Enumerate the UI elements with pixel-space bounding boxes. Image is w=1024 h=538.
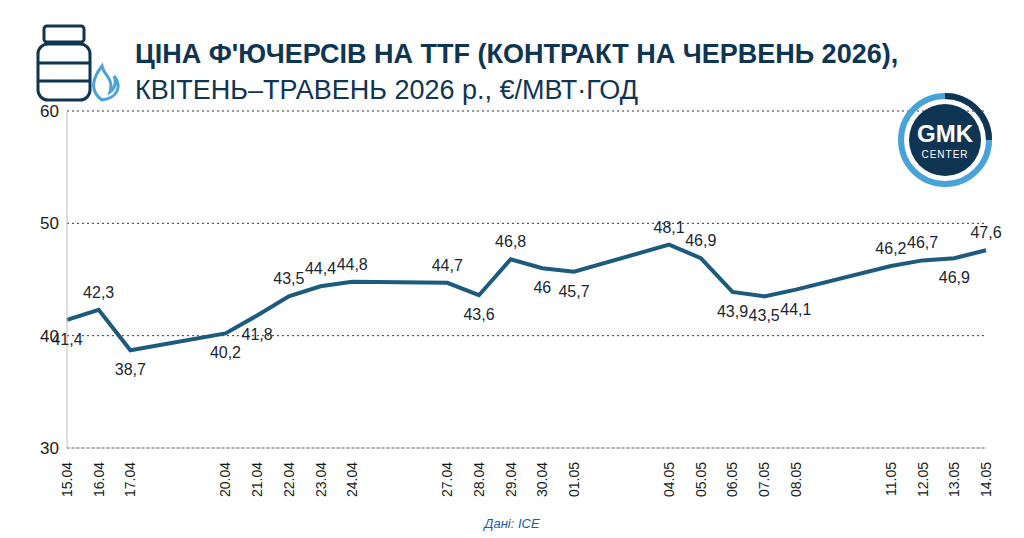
svg-text:38,7: 38,7 <box>115 361 146 378</box>
svg-text:44,1: 44,1 <box>780 301 811 318</box>
svg-text:11.05: 11.05 <box>883 462 899 496</box>
svg-text:46,9: 46,9 <box>939 269 970 286</box>
svg-text:30: 30 <box>40 439 59 458</box>
svg-text:46,7: 46,7 <box>907 234 938 251</box>
svg-text:21.04: 21.04 <box>249 462 265 497</box>
svg-text:27.04: 27.04 <box>439 462 455 497</box>
svg-text:05.05: 05.05 <box>693 462 709 497</box>
svg-text:43,5: 43,5 <box>273 270 304 287</box>
svg-text:06.05: 06.05 <box>724 462 740 497</box>
svg-text:46: 46 <box>533 279 551 296</box>
svg-text:16.04: 16.04 <box>91 462 107 497</box>
svg-text:28.04: 28.04 <box>471 462 487 497</box>
svg-text:07.05: 07.05 <box>756 462 772 497</box>
svg-text:GMK: GMK <box>917 120 974 147</box>
svg-text:40,2: 40,2 <box>210 344 241 361</box>
html-text:ЦІНА Ф'ЮЧЕРСІВ НА TTF (КОНТРАК: ЦІНА Ф'ЮЧЕРСІВ НА TTF (КОНТРАКТ НА ЧЕРВЕ… <box>135 39 899 69</box>
svg-text:48,1: 48,1 <box>654 219 685 236</box>
svg-text:15.04: 15.04 <box>59 462 75 497</box>
svg-text:13.05: 13.05 <box>946 462 962 497</box>
svg-text:04.05: 04.05 <box>661 462 677 497</box>
svg-text:43,5: 43,5 <box>749 307 780 324</box>
svg-text:22.04: 22.04 <box>281 462 297 497</box>
svg-text:40: 40 <box>40 326 59 346</box>
svg-text:43,9: 43,9 <box>717 303 748 320</box>
svg-text:60: 60 <box>40 102 59 121</box>
svg-text:23.04: 23.04 <box>313 462 329 497</box>
svg-text:29.04: 29.04 <box>503 462 519 497</box>
svg-text:46,2: 46,2 <box>875 240 906 257</box>
html-text:Дані: ICE: Дані: ICE <box>484 516 540 531</box>
svg-text:CENTER: CENTER <box>921 149 968 160</box>
svg-text:17.04: 17.04 <box>122 462 138 497</box>
svg-text:44,4: 44,4 <box>305 260 336 277</box>
html-text:КВІТЕНЬ–ТРАВЕНЬ 2026 р., €/МВТ: КВІТЕНЬ–ТРАВЕНЬ 2026 р., €/МВТ·ГОД <box>135 75 638 105</box>
svg-text:45,7: 45,7 <box>558 283 589 300</box>
svg-text:41,4: 41,4 <box>51 331 82 348</box>
svg-text:01.05: 01.05 <box>566 462 582 497</box>
svg-text:30.04: 30.04 <box>534 462 550 497</box>
svg-text:44,8: 44,8 <box>337 256 368 273</box>
svg-text:46,8: 46,8 <box>495 233 526 250</box>
svg-text:14.05: 14.05 <box>978 462 994 497</box>
svg-text:42,3: 42,3 <box>83 284 114 301</box>
svg-text:44,7: 44,7 <box>432 257 463 274</box>
svg-text:50: 50 <box>40 214 59 233</box>
svg-text:20.04: 20.04 <box>217 462 233 497</box>
svg-text:08.05: 08.05 <box>788 462 804 497</box>
svg-text:12.05: 12.05 <box>915 462 931 497</box>
svg-text:46,9: 46,9 <box>685 232 716 249</box>
svg-text:24.04: 24.04 <box>344 462 360 497</box>
svg-text:43,6: 43,6 <box>463 306 494 323</box>
svg-text:41,8: 41,8 <box>242 326 273 343</box>
svg-text:47,6: 47,6 <box>970 224 1001 241</box>
